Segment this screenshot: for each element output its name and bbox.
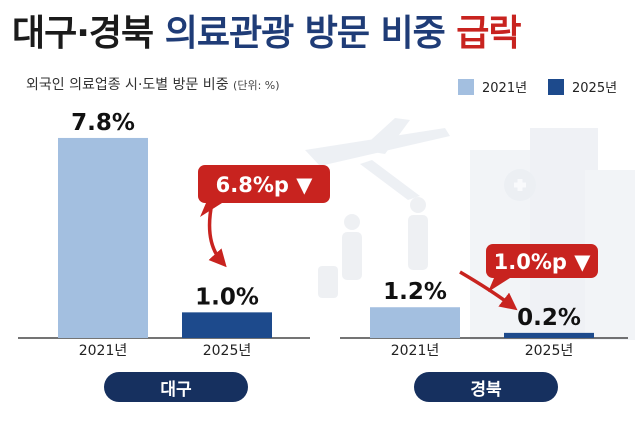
bar-gyeongbuk-2025 [504,332,594,338]
change-callout-gyeongbuk [486,244,598,278]
tick-label-daegu-2021: 2021년 [79,343,128,359]
legend-item-2021: 2021년 [458,77,527,96]
change-label-gyeongbuk: 1.0%p ▼ [494,250,592,274]
change-label-daegu: 6.8%p ▼ [216,173,314,197]
value-label-gyeongbuk-2021: 1.2% [383,279,447,305]
tick-label-gyeongbuk-2025: 2025년 [525,343,574,359]
change-callout-tail-gyeongbuk [488,278,510,292]
legend-swatch-2021 [458,78,474,95]
bar-daegu-2021 [58,137,148,338]
bar-gyeongbuk-2021 [370,307,460,338]
tick-label-gyeongbuk-2021: 2021년 [391,343,440,359]
page-title: 대구·경북 의료관광 방문 비중 급락 [12,13,522,54]
legend-swatch-2025 [548,78,564,95]
unit-label: (단위: %) [233,79,280,92]
region-label-daegu: 대구 [160,379,192,400]
legend-label-2021: 2021년 [482,81,528,96]
chart-subtitle: 외국인 의료업종 시·도별 방문 비중 (단위: %) [26,74,280,94]
region-pill-daegu: 대구 [104,372,248,402]
legend-item-2025: 2025년 [548,77,617,96]
legend-label-2025: 2025년 [572,81,618,96]
value-label-gyeongbuk-2025: 0.2% [517,305,581,331]
region-label-gyeongbuk: 경북 [470,379,502,400]
change-callout-daegu [198,165,330,203]
travelers-silhouette [318,197,428,298]
value-label-daegu-2021: 7.8% [71,110,135,136]
bar-daegu-2025 [182,312,272,338]
airplane-icon [305,118,450,200]
change-callout-tail-daegu [200,203,222,217]
region-pill-gyeongbuk: 경북 [414,372,558,402]
value-label-daegu-2025: 1.0% [195,284,259,310]
tick-label-daegu-2025: 2025년 [203,343,252,359]
decline-arrow-daegu [207,202,227,268]
background-illustration [305,118,635,340]
subtitle-text: 외국인 의료업종 시·도별 방문 비중 [26,77,229,93]
